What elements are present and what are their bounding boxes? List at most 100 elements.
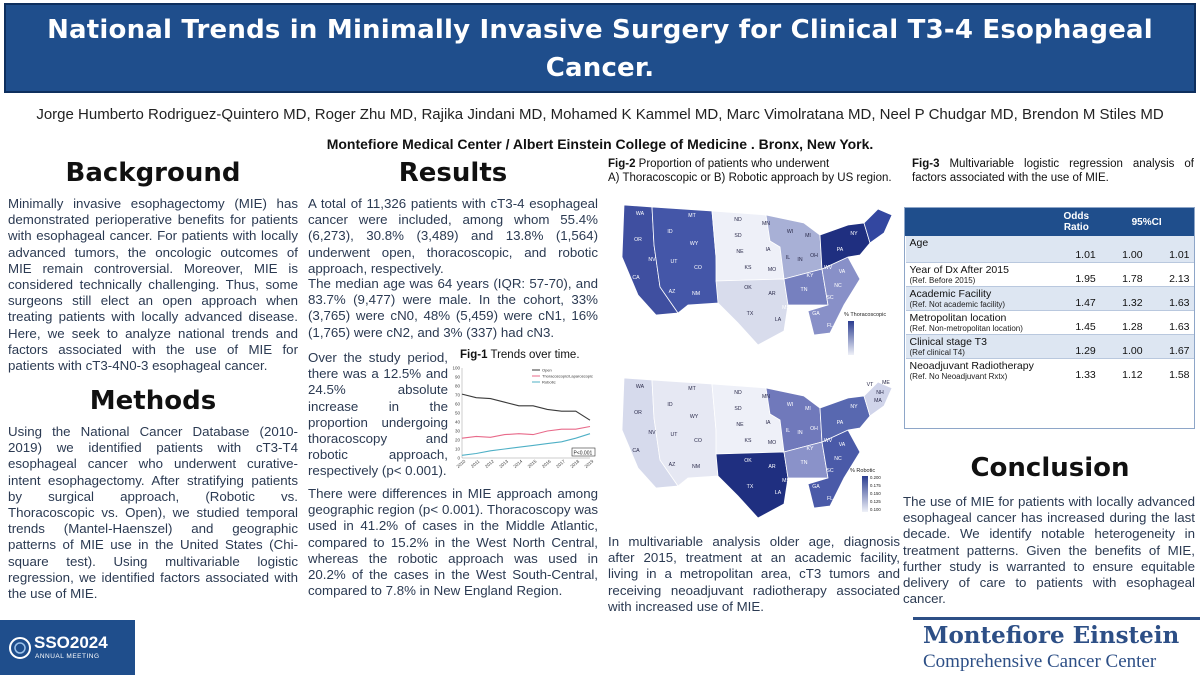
- state-label-ia: IA: [766, 420, 771, 426]
- map-a-state-labels: WA OR CA NV ID MT WY UT AZ CO NM ND SD NE KS OK TX MN IA MO…: [632, 211, 858, 329]
- montefiore-logo-line-1: Montefiore Einstein: [923, 622, 1180, 649]
- state-label-tx: TX: [747, 484, 754, 490]
- state-label-ny: NY: [850, 231, 858, 237]
- state-label-co: CO: [694, 265, 702, 271]
- fig1-legend-label: Open: [542, 368, 552, 373]
- fig1-y-tick-label: 80: [455, 384, 461, 389]
- state-label-ne: NE: [736, 249, 744, 255]
- state-label-or: OR: [634, 410, 642, 416]
- table-row: Neoadjuvant Radiotherapy (Ref. No Neoadju…: [905, 358, 1194, 382]
- title-banner: National Trends in Minimally Invasive Su…: [4, 3, 1196, 121]
- state-label-la: LA: [775, 490, 782, 496]
- fig3-caption-text: Multivariable logistic regression analys…: [912, 158, 1194, 184]
- row-reference: (Ref. No Neoadjuvant Rxtx): [909, 372, 1008, 381]
- state-label-ma: MA: [874, 398, 882, 404]
- region-south-atlantic: [807, 429, 861, 509]
- state-label-va: VA: [839, 442, 846, 448]
- region-new-england: [863, 381, 893, 417]
- fig1-x-tick-label: 2011: [470, 459, 481, 469]
- state-label-sc: SC: [826, 468, 833, 474]
- state-label-wa: WA: [636, 211, 645, 217]
- state-label-ne: NE: [736, 422, 744, 428]
- row-label-text: Age: [909, 237, 929, 249]
- fig1-caption-text: Trends over time.: [487, 349, 580, 361]
- map-b-legend-bar: [862, 476, 868, 512]
- map-b-legend-tick: 0.100: [870, 507, 881, 512]
- state-label-ga: GA: [812, 311, 820, 317]
- state-label-ny: NY: [850, 404, 858, 410]
- fig1-caption-label: Fig-1: [460, 349, 488, 361]
- state-label-sd: SD: [734, 406, 741, 412]
- table-row: Clinical stage T3 (Ref clinical T4) 1.29 …: [905, 334, 1194, 359]
- state-label-fl: FL: [827, 496, 833, 502]
- fig1-x-tick-label: 2013: [498, 458, 509, 469]
- fig2-caption: Fig-2 Proportion of patients who underwe…: [608, 157, 900, 185]
- fig1-y-tick-label: 50: [455, 411, 461, 416]
- state-label-az: AZ: [669, 289, 676, 295]
- fig3-caption: Fig-3 Multivariable logistic regression …: [912, 157, 1194, 185]
- fig1-y-tick-label: 90: [455, 375, 461, 380]
- map-b-legend-tick: 0.150: [870, 491, 881, 496]
- fig1-series-line-open: [461, 393, 591, 421]
- fig1-y-tick-label: 70: [455, 393, 461, 398]
- fig1-x-tick-label: 2014: [512, 458, 523, 469]
- region-new-england: [863, 208, 893, 244]
- sso-logo-ring-icon: [9, 637, 31, 659]
- state-label-sc: SC: [826, 295, 833, 301]
- row-or: 1.29: [1052, 334, 1100, 359]
- state-label-mi: MI: [805, 406, 811, 412]
- multivariable-text: In multivariable analysis older age, dia…: [608, 534, 900, 614]
- state-label-wa: WA: [636, 384, 645, 390]
- state-label-nh: NH: [876, 390, 884, 396]
- state-label-ks: KS: [745, 265, 752, 271]
- row-or: 1.33: [1052, 358, 1100, 382]
- affiliation: Montefiore Medical Center / Albert Einst…: [326, 136, 874, 152]
- map-b-regions: [621, 377, 893, 519]
- author-list: Jorge Humberto Rodriguez-Quintero MD, Ro…: [36, 106, 1164, 123]
- map-a-legend: % Thoracoscopic: [844, 312, 886, 355]
- state-label-mi: MI: [805, 233, 811, 239]
- row-ci-low: 1.00: [1099, 235, 1147, 263]
- table-header-row: Odds Ratio 95%CI: [904, 208, 1194, 236]
- row-label-text: Neoadjuvant Radiotherapy: [909, 360, 1034, 372]
- montefiore-einstein-logo: Montefiore Einstein Comprehensive Cancer…: [913, 617, 1200, 675]
- methods-heading: Methods: [89, 386, 217, 416]
- row-ci-high: 1.01: [1146, 235, 1194, 263]
- fig2-map-robotic: WA OR CA NV ID MT WY UT AZ CO NM ND SD NE KS OK TX MN IA MO…: [621, 377, 893, 519]
- state-label-in: IN: [797, 430, 802, 436]
- state-label-va: VA: [839, 269, 846, 275]
- region-middle-atlantic: [819, 395, 871, 443]
- montefiore-logo-line-2: Comprehensive Cancer Center: [923, 651, 1157, 672]
- title-line-1: National Trends in Minimally Invasive Su…: [47, 15, 1153, 83]
- map-a-regions: [621, 204, 893, 346]
- state-label-ut: UT: [671, 432, 679, 438]
- region-middle-atlantic: [819, 222, 871, 270]
- fig1-y-tick-label: 60: [455, 402, 461, 407]
- row-ci-low: 1.78: [1099, 262, 1147, 287]
- background-text: Minimally invasive esophagectomy (MIE) h…: [8, 196, 298, 374]
- row-or: 1.95: [1052, 262, 1100, 287]
- state-label-ok: OK: [744, 285, 752, 291]
- row-ci-low: 1.32: [1099, 286, 1147, 311]
- state-label-ms: MS: [782, 478, 790, 484]
- state-label-ms: MS: [782, 305, 790, 311]
- state-label-az: AZ: [669, 462, 676, 468]
- state-label-ut: UT: [671, 259, 679, 265]
- table-row: Academic Facility (Ref. Not academic faci…: [905, 286, 1194, 311]
- fig1-y-tick-label: 100: [452, 366, 460, 371]
- row-reference: (Ref. Non-metropolitan location): [909, 324, 1023, 333]
- row-reference: (Ref. Before 2015): [909, 276, 976, 285]
- fig1-caption: Fig-1 Trends over time.: [460, 348, 600, 362]
- row-label-text: Academic Facility: [909, 288, 992, 300]
- state-label-co: CO: [694, 438, 702, 444]
- fig1-y-tick-label: 0: [457, 456, 460, 461]
- fig1-series-line-thoracoscopic-laparoscopic: [461, 425, 591, 439]
- state-label-or: OR: [634, 237, 642, 243]
- row-ci-high: 2.13: [1146, 262, 1194, 287]
- fig1-y-tick-label: 40: [455, 420, 461, 425]
- state-label-pa: PA: [837, 247, 844, 253]
- row-or: 1.47: [1052, 286, 1100, 311]
- state-label-al: AL: [797, 305, 803, 311]
- state-label-in: IN: [797, 257, 802, 263]
- state-label-id: ID: [667, 402, 672, 408]
